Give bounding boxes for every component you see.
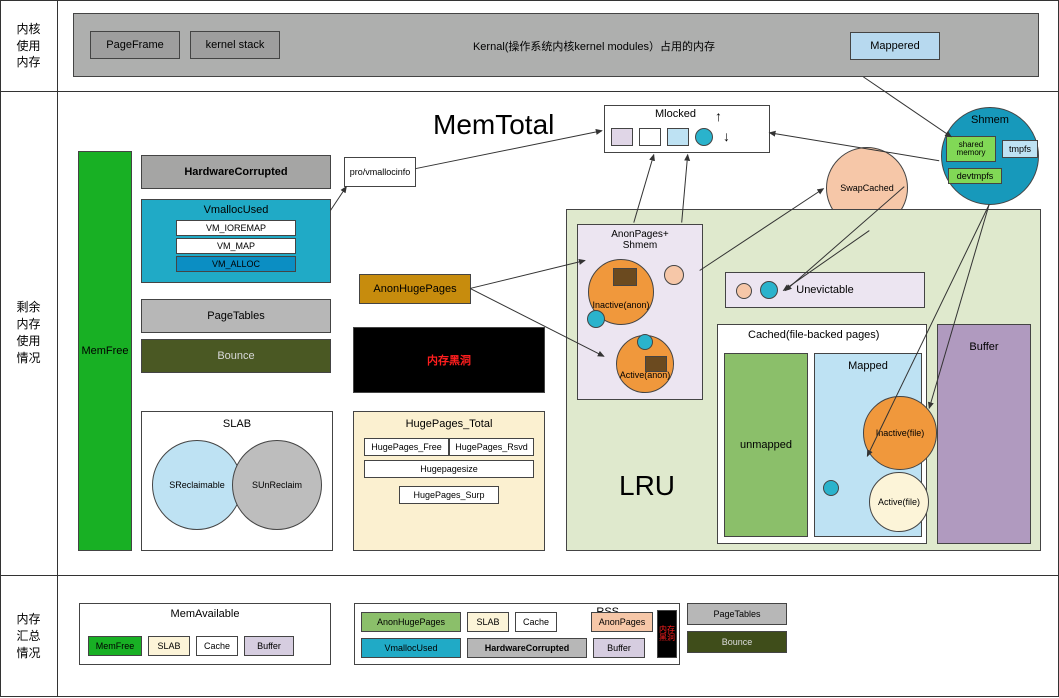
memfree-label: MemFree: [81, 345, 128, 357]
row2-label: 剩余 内存 使用 情况: [1, 91, 56, 575]
vertical-divider: [57, 1, 58, 696]
hardware-corrupted-box: HardwareCorrupted: [141, 155, 331, 189]
row2-divider: [1, 575, 1058, 576]
vm-alloc: VM_ALLOC: [176, 256, 296, 272]
summary-buffer2: Buffer: [593, 638, 645, 658]
row1-divider: [1, 91, 1058, 92]
sreclaimable-circle: SReclaimable: [152, 440, 242, 530]
unmapped-box: unmapped: [724, 353, 808, 537]
active-anon-dot: [637, 334, 653, 350]
swapcached-label: SwapCached: [840, 183, 894, 193]
hugepagesize: Hugepagesize: [364, 460, 534, 478]
pageframe-box: PageFrame: [90, 31, 180, 59]
mappered-box: Mappered: [850, 32, 940, 60]
rss-group: RSS AnonHugePages SLAB Cache AnonPages 内…: [354, 603, 680, 665]
mapped-label: Mapped: [848, 360, 888, 372]
summary-blackhole: 内存 黑洞: [657, 610, 677, 658]
anon-group: AnonPages+ Shmem Inactive(anon) Active(a…: [577, 224, 703, 400]
mlocked-sq-1: [611, 128, 633, 146]
memfree-box: MemFree: [78, 151, 132, 551]
hugepages-title: HugePages_Total: [406, 418, 493, 430]
pagetables-box: PageTables: [141, 299, 331, 333]
summary-buffer: Buffer: [244, 636, 294, 656]
unevictable-label: Unevictable: [796, 284, 853, 296]
summary-vmalloc: VmallocUsed: [361, 638, 461, 658]
hugepages-surp: HugePages_Surp: [399, 486, 499, 504]
unev-dot-1: [736, 283, 752, 299]
inactive-anon-square: [613, 268, 637, 286]
mlocked-label: Mlocked: [655, 108, 696, 120]
lru-label: LRU: [619, 470, 675, 502]
memtotal-title: MemTotal: [433, 109, 554, 141]
bounce-label: Bounce: [217, 350, 254, 362]
anonhuge-label: AnonHugePages: [373, 283, 456, 295]
vmallocused-label: VmallocUsed: [204, 204, 269, 216]
summary-anonhuge: AnonHugePages: [361, 612, 461, 632]
slab-title: SLAB: [223, 418, 251, 430]
active-file-circle: Active(file): [869, 472, 929, 532]
buffer-box: Buffer: [937, 324, 1031, 544]
shmem-tmpfs: tmpfs: [1002, 140, 1038, 158]
vm-map: VM_MAP: [176, 238, 296, 254]
memavailable-group: MemAvailable MemFree SLAB Cache Buffer: [79, 603, 331, 665]
summary-memfree: MemFree: [88, 636, 142, 656]
cached-label: Cached(file-backed pages): [748, 329, 879, 341]
hwcorrupted-label: HardwareCorrupted: [184, 166, 287, 178]
inactive-file-circle: Inactive(file): [863, 396, 937, 470]
inactive-anon-circle: Inactive(anon): [588, 259, 654, 325]
anonhugepages-box: AnonHugePages: [359, 274, 471, 304]
vmallocused-box: VmallocUsed VM_IOREMAP VM_MAP VM_ALLOC: [141, 199, 331, 283]
shmem-shared: shared memory: [946, 136, 996, 162]
mappered-label: Mappered: [870, 40, 920, 52]
blackhole-label: 内存黑洞: [427, 352, 471, 368]
bounce-box: Bounce: [141, 339, 331, 373]
pageframe-label: PageFrame: [106, 39, 163, 51]
pagetables-label: PageTables: [207, 310, 265, 322]
unevictable-box: Unevictable: [725, 272, 925, 308]
mlocked-circle: [695, 128, 713, 146]
kernel-title: Kernal(操作系统内核kernel modules）占用的内存: [444, 38, 744, 54]
mlocked-sq-3: [667, 128, 689, 146]
buffer-label: Buffer: [969, 341, 998, 353]
summary-bounce: Bounce: [687, 631, 787, 653]
unmapped-label: unmapped: [740, 439, 792, 451]
summary-anonpages: AnonPages: [591, 612, 653, 632]
memavailable-label: MemAvailable: [171, 608, 240, 620]
summary-pagetables: PageTables: [687, 603, 787, 625]
unev-dot-2: [760, 281, 778, 299]
shmem-label: Shmem: [971, 114, 1009, 126]
kernel-box: PageFrame kernel stack Kernal(操作系统内核kern…: [73, 13, 1039, 77]
mlocked-sq-2: [639, 128, 661, 146]
sunreclaim-circle: SUnReclaim: [232, 440, 322, 530]
row1-label: 内核 使用 内存: [1, 1, 56, 91]
summary-cache: Cache: [196, 636, 238, 656]
shmem-circle: Shmem shared memory tmpfs devtmpfs: [941, 107, 1039, 205]
blackhole-box: 内存黑洞: [353, 327, 545, 393]
anon-title: AnonPages+ Shmem: [611, 229, 669, 251]
active-anon-square: [645, 356, 667, 372]
kernel-stack-box: kernel stack: [190, 31, 280, 59]
diagram-canvas: 内核 使用 内存 剩余 内存 使用 情况 内存 汇总 情况 PageFrame …: [0, 0, 1059, 697]
summary-hwcorr: HardwareCorrupted: [467, 638, 587, 658]
summary-slab: SLAB: [148, 636, 190, 656]
summary-cache2: Cache: [515, 612, 557, 632]
kstack-label: kernel stack: [206, 39, 265, 51]
hugepages-group: HugePages_Total HugePages_Free HugePages…: [353, 411, 545, 551]
vm-ioremap: VM_IOREMAP: [176, 220, 296, 236]
pro-vmallocinfo-box: pro/vmallocinfo: [344, 157, 416, 187]
slab-group: SLAB SReclaimable SUnReclaim: [141, 411, 333, 551]
lru-box: LRU AnonPages+ Shmem Inactive(anon) Acti…: [566, 209, 1041, 551]
active-anon-circle: Active(anon): [616, 335, 674, 393]
mlocked-box: Mlocked ↑ ↓: [604, 105, 770, 153]
inactive-anon-dot: [587, 310, 605, 328]
shmem-devtmpfs: devtmpfs: [948, 168, 1002, 184]
summary-slab2: SLAB: [467, 612, 509, 632]
mapped-dot: [823, 480, 839, 496]
row3-label: 内存 汇总 情况: [1, 575, 56, 698]
hugepages-rsvd: HugePages_Rsvd: [449, 438, 534, 456]
hugepages-free: HugePages_Free: [364, 438, 449, 456]
small-salmon-dot-1: [664, 265, 684, 285]
